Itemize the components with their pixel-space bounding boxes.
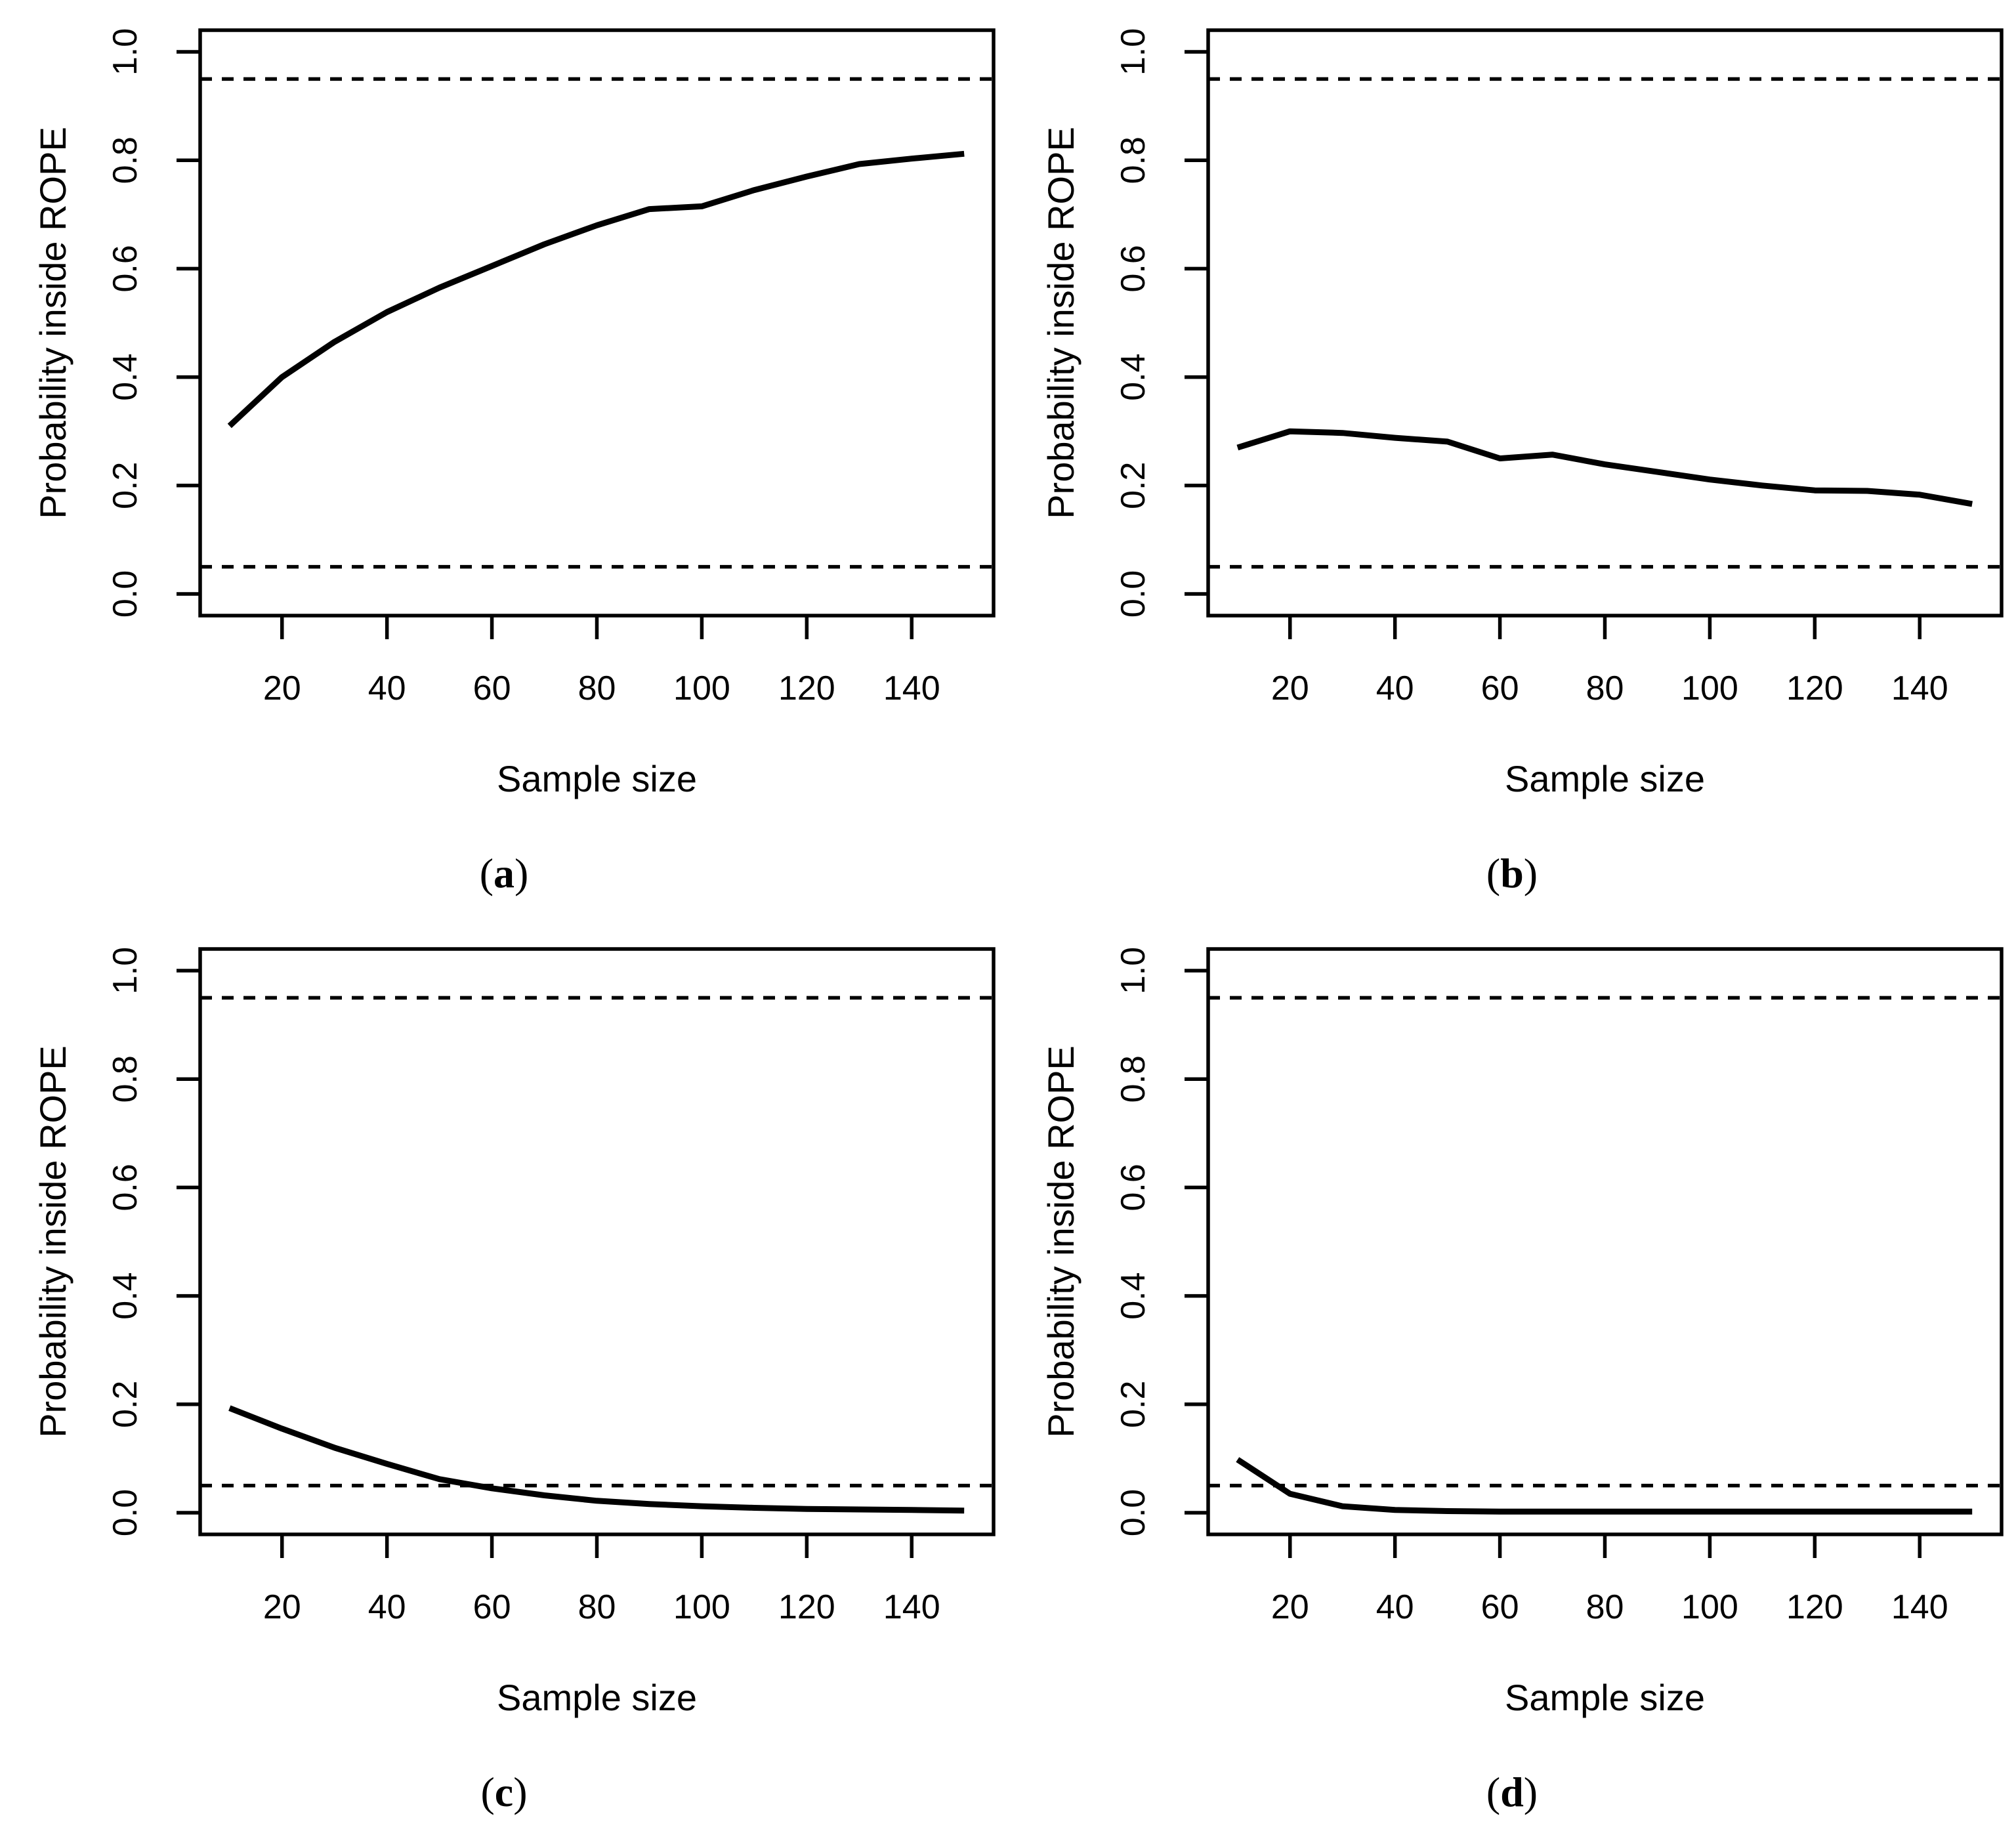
x-tick-label: 140 bbox=[1891, 669, 1948, 707]
y-tick-label: 0.6 bbox=[1114, 245, 1152, 292]
x-tick-label: 20 bbox=[263, 1588, 301, 1626]
y-tick-label: 0.0 bbox=[106, 1489, 144, 1536]
x-tick-label: 40 bbox=[368, 1588, 406, 1626]
data-line bbox=[1236, 428, 1973, 507]
x-tick-label: 80 bbox=[578, 1588, 616, 1626]
panel-d: 20 40 60 80 100 120 140 0.0 0.2 0.4 0.6 0.8 1.0 Sampl… bbox=[1008, 919, 2016, 1833]
x-tick-label: 40 bbox=[368, 669, 406, 707]
x-tick-label: 20 bbox=[1271, 669, 1309, 707]
panel-a: 20 40 60 80 100 120 140 0.0 0.2 0.4 0.6 0.8 1.0 Sampl… bbox=[0, 0, 1008, 919]
y-tick-label: 0.8 bbox=[1114, 1055, 1152, 1103]
y-tick-label: 0.6 bbox=[106, 245, 144, 292]
panel-c: 20 40 60 80 100 120 140 0.0 0.2 0.4 0.6 0.8 1.0 Sampl… bbox=[0, 919, 1008, 1833]
y-axis: 0.0 0.2 0.4 0.6 0.8 1.0 bbox=[106, 28, 200, 618]
y-tick-label: 0.2 bbox=[1114, 462, 1152, 509]
y-tick-label: 0.4 bbox=[1114, 353, 1152, 400]
x-axis: 20 40 60 80 100 120 140 bbox=[1271, 616, 1948, 707]
y-axis: 0.0 0.2 0.4 0.6 0.8 1.0 bbox=[106, 947, 200, 1536]
y-axis: 0.0 0.2 0.4 0.6 0.8 1.0 bbox=[1114, 947, 1208, 1536]
x-tick-label: 100 bbox=[1681, 1588, 1738, 1626]
x-tick-label: 100 bbox=[1681, 669, 1738, 707]
plot-c: 20 40 60 80 100 120 140 0.0 0.2 0.4 0.6 0.8 1.0 Sampl… bbox=[32, 947, 996, 1815]
x-axis: 20 40 60 80 100 120 140 bbox=[1271, 1534, 1948, 1626]
x-tick-label: 140 bbox=[1891, 1588, 1948, 1626]
x-tick-label: 60 bbox=[1481, 669, 1519, 707]
x-axis-title: Sample size bbox=[1505, 1677, 1705, 1718]
y-tick-label: 0.8 bbox=[1114, 137, 1152, 184]
panel-letter: (d) bbox=[1486, 1769, 1538, 1815]
x-axis: 20 40 60 80 100 120 140 bbox=[263, 616, 940, 707]
y-tick-label: 0.2 bbox=[106, 1381, 144, 1428]
panel-b: 20 40 60 80 100 120 140 0.0 0.2 0.4 0.6 0.8 1.0 Sampl… bbox=[1008, 0, 2016, 919]
y-tick-label: 0.0 bbox=[1114, 1489, 1152, 1536]
y-axis-title: Probability inside ROPE bbox=[1040, 127, 1082, 519]
plot-b: 20 40 60 80 100 120 140 0.0 0.2 0.4 0.6 0.8 1.0 Sampl… bbox=[1040, 28, 2004, 896]
data-line bbox=[227, 150, 965, 429]
x-tick-label: 120 bbox=[1786, 1588, 1843, 1626]
x-tick-label: 120 bbox=[778, 669, 835, 707]
y-tick-label: 0.0 bbox=[106, 570, 144, 618]
x-tick-label: 120 bbox=[1786, 669, 1843, 707]
y-tick-label: 0.8 bbox=[106, 1055, 144, 1103]
x-axis-title: Sample size bbox=[497, 1677, 697, 1718]
plot-box bbox=[1206, 947, 2004, 1536]
x-tick-label: 80 bbox=[1586, 1588, 1624, 1626]
plot-d: 20 40 60 80 100 120 140 0.0 0.2 0.4 0.6 0.8 1.0 Sampl… bbox=[1040, 947, 2004, 1815]
x-tick-label: 60 bbox=[1481, 1588, 1519, 1626]
y-axis-title: Probability inside ROPE bbox=[32, 1045, 74, 1438]
y-tick-label: 0.6 bbox=[106, 1164, 144, 1211]
data-line bbox=[1236, 1457, 1973, 1515]
y-axis: 0.0 0.2 0.4 0.6 0.8 1.0 bbox=[1114, 28, 1208, 618]
y-tick-label: 0.4 bbox=[106, 353, 144, 400]
y-tick-label: 1.0 bbox=[106, 947, 144, 994]
y-tick-label: 1.0 bbox=[106, 28, 144, 75]
y-axis-title: Probability inside ROPE bbox=[32, 127, 74, 519]
x-tick-label: 120 bbox=[778, 1588, 835, 1626]
x-axis-title: Sample size bbox=[1505, 758, 1705, 799]
y-tick-label: 0.4 bbox=[106, 1272, 144, 1319]
plot-box bbox=[1206, 28, 2004, 618]
panel-letter: (b) bbox=[1486, 850, 1538, 896]
y-tick-label: 1.0 bbox=[1114, 28, 1152, 75]
x-tick-label: 20 bbox=[1271, 1588, 1309, 1626]
x-axis-title: Sample size bbox=[497, 758, 697, 799]
x-tick-label: 40 bbox=[1376, 669, 1414, 707]
plot-box bbox=[198, 28, 996, 618]
x-tick-label: 60 bbox=[473, 1588, 511, 1626]
y-tick-label: 0.6 bbox=[1114, 1164, 1152, 1211]
y-axis-title: Probability inside ROPE bbox=[1040, 1045, 1082, 1438]
plot-a: 20 40 60 80 100 120 140 0.0 0.2 0.4 0.6 0.8 1.0 Sampl… bbox=[32, 28, 996, 896]
plot-box bbox=[198, 947, 996, 1536]
y-tick-label: 0.0 bbox=[1114, 570, 1152, 618]
y-tick-label: 0.2 bbox=[106, 462, 144, 509]
x-tick-label: 140 bbox=[883, 669, 940, 707]
panel-letter: (a) bbox=[480, 850, 529, 896]
panel-letter: (c) bbox=[480, 1769, 527, 1815]
x-tick-label: 100 bbox=[673, 1588, 730, 1626]
y-tick-label: 0.4 bbox=[1114, 1272, 1152, 1319]
x-tick-label: 140 bbox=[883, 1588, 940, 1626]
x-tick-label: 60 bbox=[473, 669, 511, 707]
y-tick-label: 1.0 bbox=[1114, 947, 1152, 994]
x-tick-label: 20 bbox=[263, 669, 301, 707]
x-axis: 20 40 60 80 100 120 140 bbox=[263, 1534, 940, 1626]
y-tick-label: 0.2 bbox=[1114, 1381, 1152, 1428]
x-tick-label: 80 bbox=[1586, 669, 1624, 707]
y-tick-label: 0.8 bbox=[106, 137, 144, 184]
x-tick-label: 100 bbox=[673, 669, 730, 707]
x-tick-label: 80 bbox=[578, 669, 616, 707]
x-tick-label: 40 bbox=[1376, 1588, 1414, 1626]
data-line bbox=[228, 1405, 965, 1514]
